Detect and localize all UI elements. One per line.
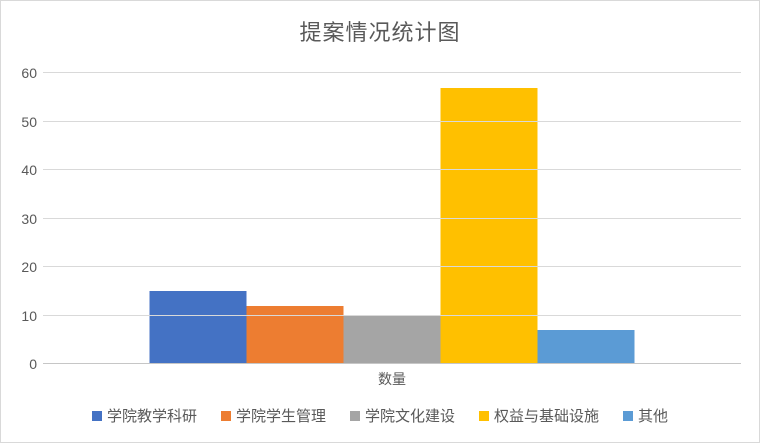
plot-area bbox=[43, 72, 741, 364]
legend-item-4: 其他 bbox=[623, 405, 668, 426]
legend-item-0: 学院教学科研 bbox=[91, 405, 197, 426]
y-tick-label-20: 20 bbox=[21, 259, 37, 275]
gridline-20 bbox=[43, 266, 741, 267]
y-tick-label-50: 50 bbox=[21, 113, 37, 130]
legend-label: 其他 bbox=[638, 408, 669, 425]
legend-swatch-icon bbox=[220, 410, 231, 421]
legend-label: 权益与基础设施 bbox=[494, 408, 600, 425]
bar-series-3 bbox=[440, 87, 538, 364]
gridline-50 bbox=[43, 120, 741, 122]
gridline-10 bbox=[43, 314, 741, 316]
y-tick-label-0: 0 bbox=[29, 356, 37, 372]
bar-series-2 bbox=[343, 315, 441, 364]
y-tick-label-60: 60 bbox=[21, 65, 37, 81]
gridline-0 bbox=[43, 363, 741, 364]
y-tick-label-10: 10 bbox=[21, 307, 37, 324]
bar-series-1 bbox=[246, 305, 344, 364]
bar-series-4 bbox=[537, 330, 635, 364]
legend-swatch-icon bbox=[349, 410, 360, 421]
legend-label: 学院教学科研 bbox=[106, 408, 197, 425]
legend-swatch-icon bbox=[623, 410, 634, 421]
legend-label: 学院文化建设 bbox=[364, 408, 455, 425]
legend-item-2: 学院文化建设 bbox=[349, 405, 455, 426]
legend-item-1: 学院学生管理 bbox=[220, 405, 326, 426]
y-tick-label-40: 40 bbox=[21, 162, 37, 178]
legend-item-3: 权益与基础设施 bbox=[479, 405, 599, 426]
chart-title: 提案情况统计图 bbox=[299, 20, 461, 45]
gridline-30 bbox=[43, 217, 741, 219]
bar-series-0 bbox=[149, 291, 247, 364]
bars-group bbox=[149, 73, 635, 364]
y-axis: 0 10 20 30 40 50 60 bbox=[1, 66, 37, 371]
legend-swatch-icon bbox=[91, 410, 102, 421]
legend-swatch-icon bbox=[479, 410, 489, 421]
x-axis-category-label: 数量 bbox=[378, 371, 406, 387]
legend-label: 学院学生管理 bbox=[235, 408, 326, 425]
gridline-40 bbox=[43, 169, 741, 170]
y-tick-label-30: 30 bbox=[21, 210, 37, 227]
legend: 学院教学科研 学院学生管理 学院文化建设 权益与基础设施 其他 bbox=[1, 405, 759, 426]
gridline-60 bbox=[43, 72, 741, 73]
